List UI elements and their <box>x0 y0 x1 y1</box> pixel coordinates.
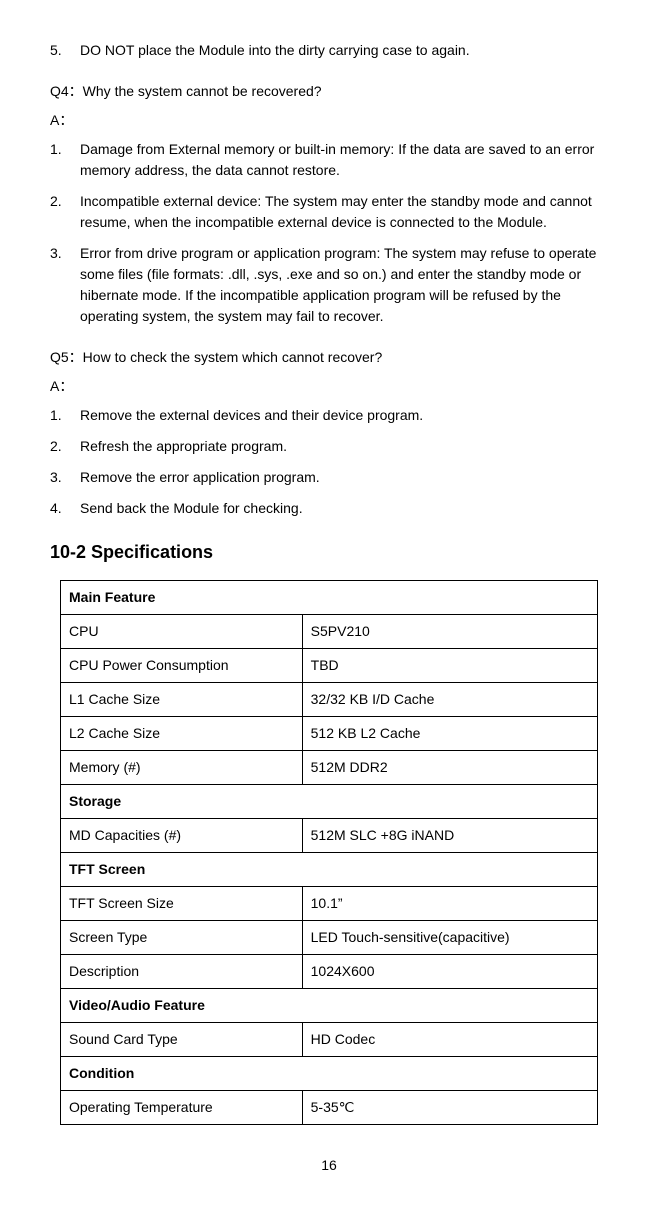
list-number: 5. <box>50 40 80 61</box>
table-cell-label: CPU <box>61 615 303 649</box>
specifications-table: Main FeatureCPUS5PV210CPU Power Consumpt… <box>60 580 598 1125</box>
table-cell-value: 5-35℃ <box>302 1091 597 1125</box>
table-cell-value: 512 KB L2 Cache <box>302 717 597 751</box>
list-text: Refresh the appropriate program. <box>80 436 608 457</box>
list-number: 3. <box>50 243 80 327</box>
table-cell-label: L1 Cache Size <box>61 683 303 717</box>
list-text: Incompatible external device: The system… <box>80 191 608 233</box>
table-row: CPU Power ConsumptionTBD <box>61 649 598 683</box>
table-cell-value: LED Touch-sensitive(capacitive) <box>302 921 597 955</box>
answer-label: A： <box>50 376 608 397</box>
list-item: 4. Send back the Module for checking. <box>50 498 608 519</box>
table-row: Description1024X600 <box>61 955 598 989</box>
list-number: 2. <box>50 191 80 233</box>
answer-label: A： <box>50 110 608 131</box>
qa-block-q4: Q4：Why the system cannot be recovered? A… <box>50 81 608 327</box>
list-item: 2. Incompatible external device: The sys… <box>50 191 608 233</box>
question-text: Q5：How to check the system which cannot … <box>50 347 608 368</box>
table-row: Memory (#)512M DDR2 <box>61 751 598 785</box>
table-cell-value: 10.1” <box>302 887 597 921</box>
table-cell-label: L2 Cache Size <box>61 717 303 751</box>
table-header-cell: Main Feature <box>61 581 598 615</box>
table-cell-label: Description <box>61 955 303 989</box>
table-cell-label: Memory (#) <box>61 751 303 785</box>
list-text: Damage from External memory or built-in … <box>80 139 608 181</box>
table-cell-label: CPU Power Consumption <box>61 649 303 683</box>
table-cell-value: S5PV210 <box>302 615 597 649</box>
table-row: Screen TypeLED Touch-sensitive(capacitiv… <box>61 921 598 955</box>
list-text: DO NOT place the Module into the dirty c… <box>80 40 608 61</box>
table-cell-label: Screen Type <box>61 921 303 955</box>
table-cell-label: TFT Screen Size <box>61 887 303 921</box>
table-cell-label: Sound Card Type <box>61 1023 303 1057</box>
table-row: TFT Screen Size10.1” <box>61 887 598 921</box>
table-row: Operating Temperature5-35℃ <box>61 1091 598 1125</box>
table-row: CPUS5PV210 <box>61 615 598 649</box>
list-text: Error from drive program or application … <box>80 243 608 327</box>
qa-block-q5: Q5：How to check the system which cannot … <box>50 347 608 519</box>
table-cell-label: MD Capacities (#) <box>61 819 303 853</box>
table-row: L2 Cache Size512 KB L2 Cache <box>61 717 598 751</box>
list-text: Send back the Module for checking. <box>80 498 608 519</box>
table-cell-value: TBD <box>302 649 597 683</box>
table-row: Main Feature <box>61 581 598 615</box>
table-row: L1 Cache Size32/32 KB I/D Cache <box>61 683 598 717</box>
list-item: 2. Refresh the appropriate program. <box>50 436 608 457</box>
list-number: 3. <box>50 467 80 488</box>
table-header-cell: Condition <box>61 1057 598 1091</box>
list-text: Remove the external devices and their de… <box>80 405 608 426</box>
section-heading: 10-2 Specifications <box>50 539 608 566</box>
table-header-cell: Video/Audio Feature <box>61 989 598 1023</box>
list-text: Remove the error application program. <box>80 467 608 488</box>
table-cell-value: 512M SLC +8G iNAND <box>302 819 597 853</box>
table-row: TFT Screen <box>61 853 598 887</box>
list-item: 5. DO NOT place the Module into the dirt… <box>50 40 608 61</box>
list-number: 4. <box>50 498 80 519</box>
list-item: 3. Error from drive program or applicati… <box>50 243 608 327</box>
table-cell-value: 512M DDR2 <box>302 751 597 785</box>
table-row: Storage <box>61 785 598 819</box>
list-number: 1. <box>50 139 80 181</box>
list-number: 2. <box>50 436 80 457</box>
table-cell-value: 32/32 KB I/D Cache <box>302 683 597 717</box>
table-row: Sound Card TypeHD Codec <box>61 1023 598 1057</box>
table-row: Video/Audio Feature <box>61 989 598 1023</box>
table-row: Condition <box>61 1057 598 1091</box>
table-cell-label: Operating Temperature <box>61 1091 303 1125</box>
list-item: 3. Remove the error application program. <box>50 467 608 488</box>
list-number: 1. <box>50 405 80 426</box>
table-cell-value: 1024X600 <box>302 955 597 989</box>
list-item: 1. Damage from External memory or built-… <box>50 139 608 181</box>
table-row: MD Capacities (#)512M SLC +8G iNAND <box>61 819 598 853</box>
list-item: 1. Remove the external devices and their… <box>50 405 608 426</box>
table-header-cell: Storage <box>61 785 598 819</box>
question-text: Q4：Why the system cannot be recovered? <box>50 81 608 102</box>
table-header-cell: TFT Screen <box>61 853 598 887</box>
page-number: 16 <box>50 1155 608 1176</box>
table-cell-value: HD Codec <box>302 1023 597 1057</box>
